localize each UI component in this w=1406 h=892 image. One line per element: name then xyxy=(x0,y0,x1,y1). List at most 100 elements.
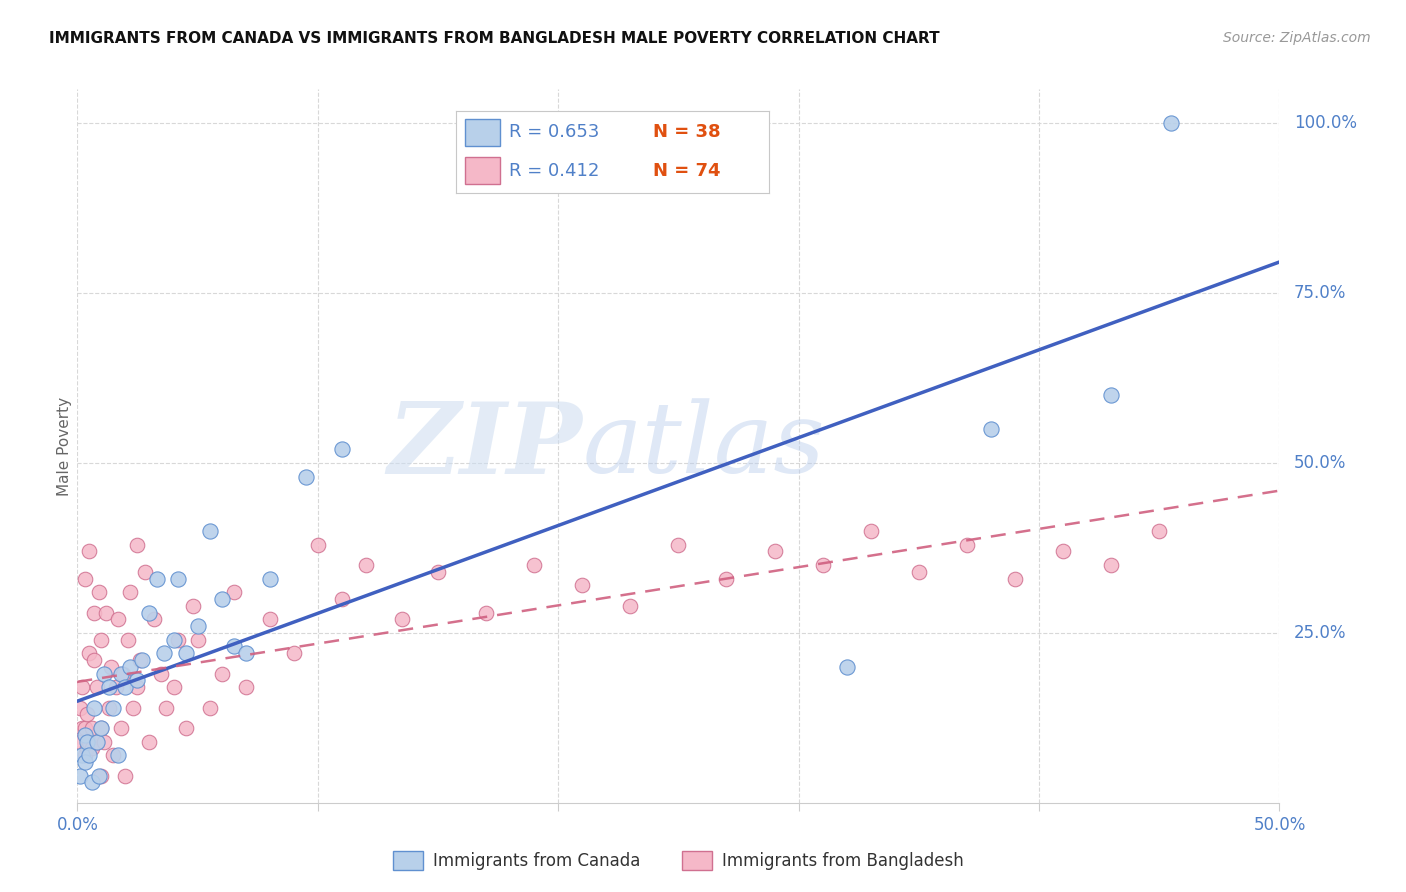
Point xyxy=(153,646,176,660)
Point xyxy=(83,606,105,620)
Point xyxy=(475,606,498,620)
Point xyxy=(100,660,122,674)
Point xyxy=(96,606,118,620)
Point xyxy=(391,612,413,626)
Point xyxy=(155,700,177,714)
Point xyxy=(69,769,91,783)
Point xyxy=(83,653,105,667)
Point xyxy=(181,599,204,613)
Text: Source: ZipAtlas.com: Source: ZipAtlas.com xyxy=(1223,31,1371,45)
Point xyxy=(73,572,96,586)
Point xyxy=(198,524,221,538)
Text: 100.0%: 100.0% xyxy=(1294,114,1357,132)
Point xyxy=(523,558,546,572)
Point xyxy=(427,565,450,579)
Point xyxy=(162,680,184,694)
Point xyxy=(107,612,129,626)
Point xyxy=(283,646,305,660)
Point xyxy=(162,632,184,647)
Point xyxy=(330,591,353,606)
Point xyxy=(259,572,281,586)
Point xyxy=(87,769,110,783)
Point xyxy=(73,728,96,742)
Point xyxy=(259,612,281,626)
Point xyxy=(97,680,120,694)
Point xyxy=(908,565,931,579)
Point xyxy=(70,748,93,763)
Text: 50.0%: 50.0% xyxy=(1294,454,1347,472)
Point xyxy=(186,632,209,647)
Point xyxy=(167,572,190,586)
Legend: Immigrants from Canada, Immigrants from Bangladesh: Immigrants from Canada, Immigrants from … xyxy=(387,844,970,877)
Point xyxy=(811,558,834,572)
Point xyxy=(174,721,197,735)
Text: R = 0.653: R = 0.653 xyxy=(509,123,599,141)
Point xyxy=(835,660,858,674)
Point xyxy=(114,769,136,783)
Point xyxy=(90,632,112,647)
Point xyxy=(211,666,233,681)
Point xyxy=(956,537,979,551)
Point xyxy=(90,769,112,783)
Point xyxy=(1160,116,1182,130)
Point xyxy=(294,469,316,483)
Point xyxy=(211,591,233,606)
Point xyxy=(107,748,129,763)
Point xyxy=(307,537,329,551)
Point xyxy=(716,572,738,586)
Point xyxy=(167,632,190,647)
Point xyxy=(79,734,101,748)
Point xyxy=(86,680,108,694)
Point xyxy=(80,775,103,789)
Point xyxy=(70,721,93,735)
Point xyxy=(90,721,112,735)
Point xyxy=(128,653,150,667)
Point xyxy=(80,721,103,735)
Point xyxy=(87,585,110,599)
Point xyxy=(235,680,257,694)
Point xyxy=(138,606,160,620)
Point xyxy=(1099,558,1122,572)
Y-axis label: Male Poverty: Male Poverty xyxy=(56,396,72,496)
Point xyxy=(76,734,98,748)
Text: N = 38: N = 38 xyxy=(652,123,720,141)
Point xyxy=(127,537,149,551)
Point xyxy=(1099,388,1122,402)
Point xyxy=(222,640,245,654)
Point xyxy=(69,700,91,714)
Point xyxy=(90,721,112,735)
Point xyxy=(186,619,209,633)
Point xyxy=(104,680,127,694)
Point xyxy=(103,700,125,714)
Point xyxy=(76,741,98,756)
Point xyxy=(1052,544,1074,558)
FancyBboxPatch shape xyxy=(465,157,499,185)
Point xyxy=(79,646,101,660)
Point xyxy=(110,721,132,735)
Point xyxy=(73,748,96,763)
Point xyxy=(76,707,98,722)
Point xyxy=(143,612,166,626)
Point xyxy=(222,585,245,599)
Point xyxy=(127,673,149,688)
Point xyxy=(93,666,115,681)
Point xyxy=(763,544,786,558)
Point xyxy=(121,700,143,714)
Text: atlas: atlas xyxy=(582,399,825,493)
Point xyxy=(354,558,377,572)
FancyBboxPatch shape xyxy=(465,119,499,146)
Point xyxy=(1004,572,1026,586)
Point xyxy=(73,755,96,769)
Text: 75.0%: 75.0% xyxy=(1294,284,1347,302)
Point xyxy=(79,748,101,763)
Point xyxy=(619,599,641,613)
Point xyxy=(668,537,690,551)
Point xyxy=(86,734,108,748)
Point xyxy=(134,565,156,579)
Point xyxy=(120,660,142,674)
Point xyxy=(117,632,139,647)
Point xyxy=(859,524,882,538)
Point xyxy=(86,734,108,748)
Point xyxy=(70,680,93,694)
Point xyxy=(80,741,103,756)
